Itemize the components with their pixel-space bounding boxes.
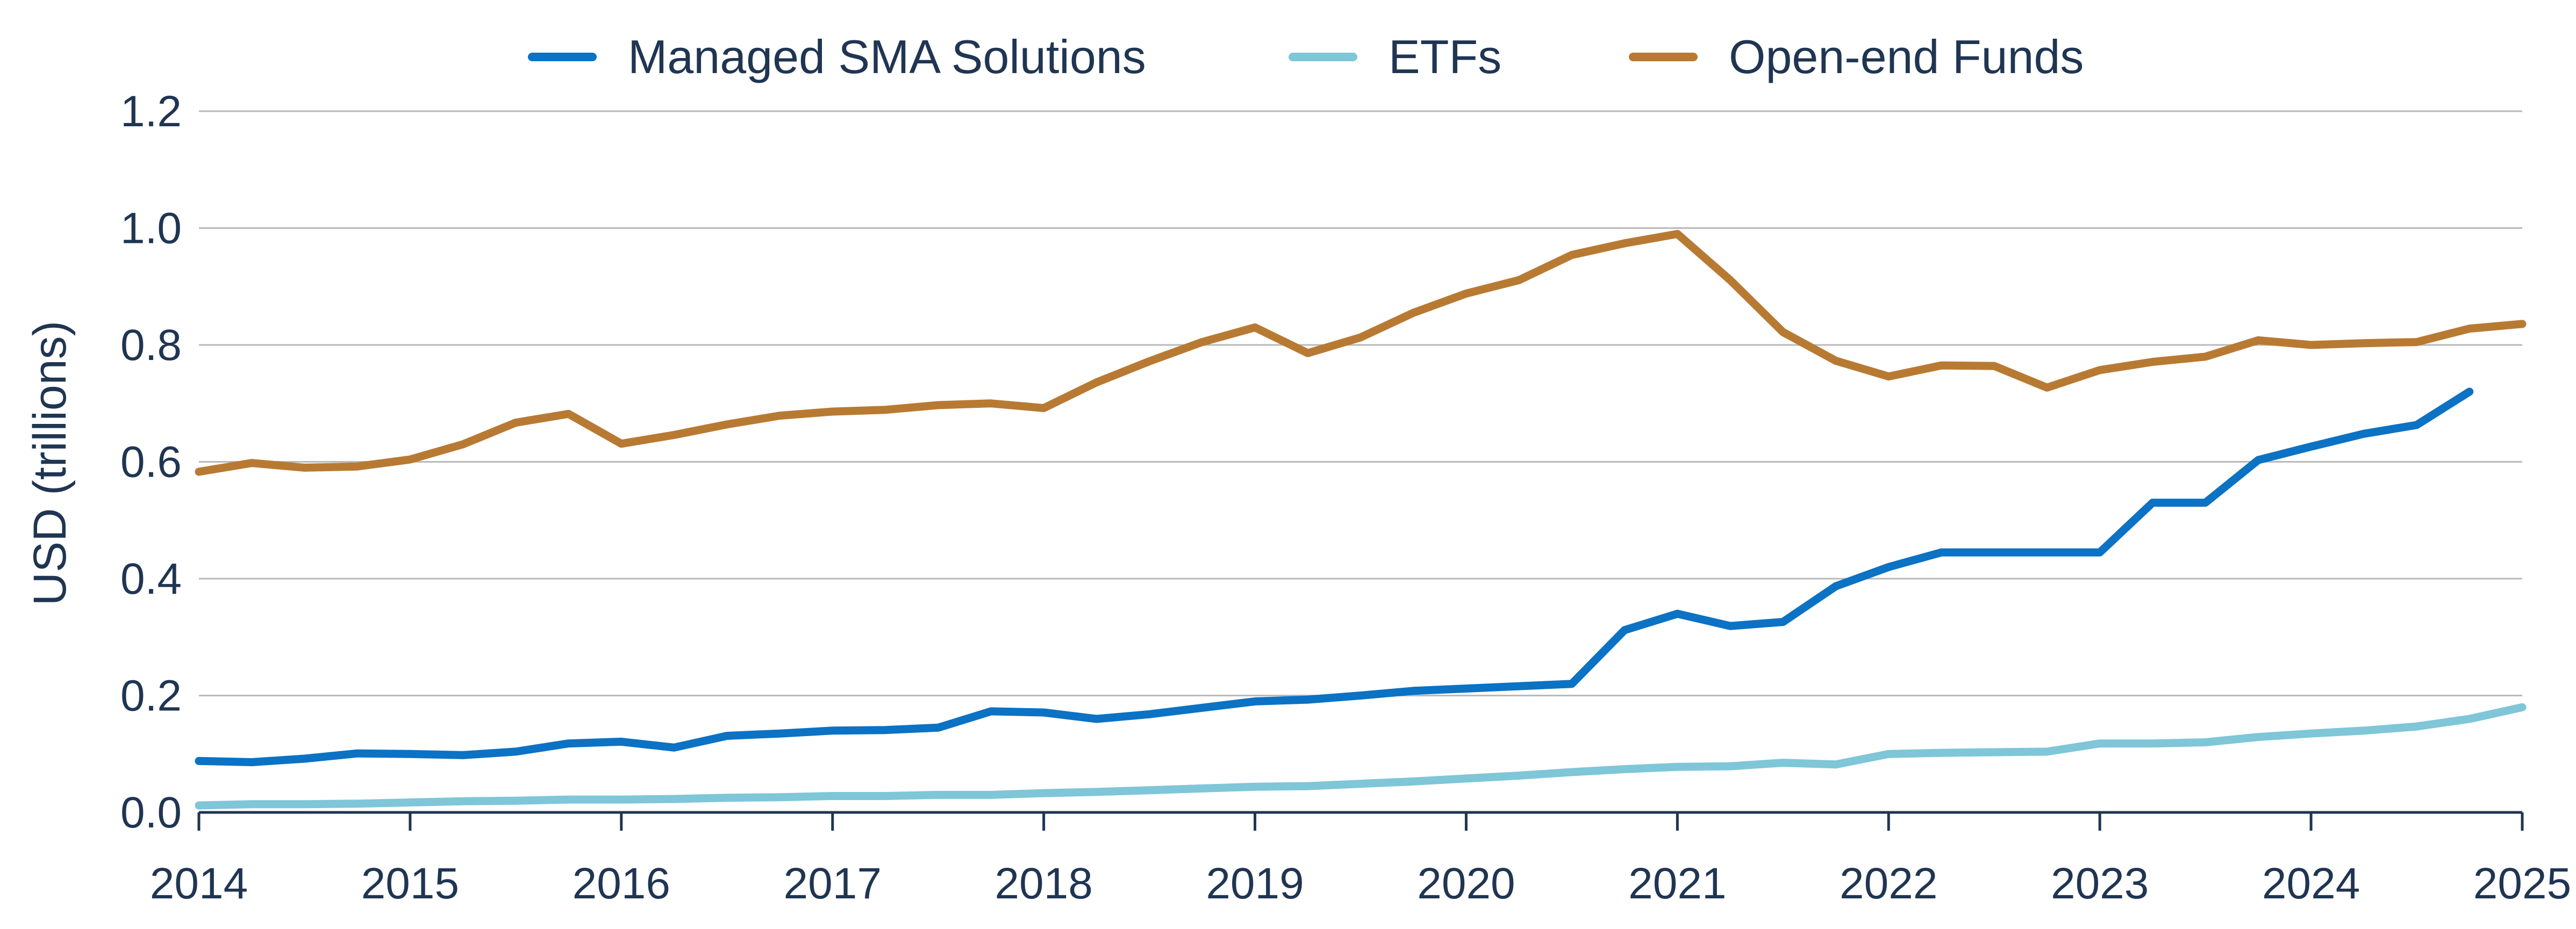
y-tick-label: 0.8	[120, 321, 182, 370]
x-tick-label: 2017	[784, 859, 882, 908]
x-tick-label: 2015	[361, 859, 459, 908]
series-lines	[195, 229, 2527, 810]
gridlines	[199, 110, 2522, 696]
x-tick-label: 2021	[1628, 859, 1726, 908]
x-tick-label: 2023	[2051, 859, 2149, 908]
y-tick-label: 0.0	[120, 788, 182, 837]
x-tick-label: 2020	[1417, 859, 1515, 908]
x-axis-tick-labels: 2014 2015 2016 2017 2018 2019 2020 2021 2022 2023…	[150, 859, 2571, 908]
x-tick-label: 2025	[2473, 859, 2571, 908]
x-tick-label: 2018	[994, 859, 1092, 908]
x-axis	[197, 811, 2524, 831]
legend-label-open-end-funds: Open-end Funds	[1729, 30, 2084, 83]
x-tick-label: 2024	[2262, 859, 2360, 908]
series-line-managed-sma-solutions	[195, 387, 2474, 766]
y-tick-label: 1.2	[120, 87, 182, 136]
series-line-open-end-funds	[195, 229, 2527, 476]
y-axis-title: USD (trillions)	[24, 321, 76, 606]
x-tick-label: 2019	[1206, 859, 1304, 908]
series-line-etfs	[195, 703, 2527, 810]
x-tick-label: 2014	[150, 859, 248, 908]
y-tick-label: 1.0	[120, 204, 182, 253]
legend-label-managed-sma-solutions: Managed SMA Solutions	[628, 30, 1146, 83]
y-axis-tick-labels: 0.0 0.2 0.4 0.6 0.8 1.0 1.2	[120, 87, 182, 837]
y-tick-label: 0.2	[120, 672, 182, 721]
legend-label-etfs: ETFs	[1389, 30, 1501, 83]
y-tick-label: 0.6	[120, 438, 182, 487]
x-tick-label: 2016	[573, 859, 670, 908]
x-tick-label: 2022	[1840, 859, 1937, 908]
legend: Managed SMA Solutions ETFs Open-end Funds	[528, 30, 2084, 83]
y-tick-label: 0.4	[120, 554, 182, 603]
